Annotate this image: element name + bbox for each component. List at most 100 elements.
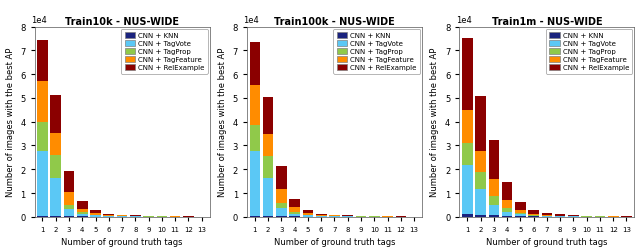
Legend: CNN + KNN, CNN + TagVote, CNN + TagProp, CNN + TagFeature, CNN + RelExample: CNN + KNN, CNN + TagVote, CNN + TagProp,… bbox=[546, 29, 632, 75]
Bar bbox=[488, 215, 499, 217]
Bar bbox=[289, 214, 300, 216]
Bar bbox=[77, 214, 88, 216]
Bar bbox=[51, 216, 61, 217]
Bar bbox=[316, 214, 326, 215]
Bar bbox=[250, 85, 260, 126]
Bar bbox=[90, 211, 101, 213]
Bar bbox=[37, 122, 48, 152]
Bar bbox=[502, 212, 513, 216]
Bar bbox=[37, 216, 48, 217]
Bar bbox=[462, 215, 472, 217]
Bar bbox=[528, 210, 539, 214]
Title: Train100k - NUS-WIDE: Train100k - NUS-WIDE bbox=[274, 17, 395, 27]
Bar bbox=[130, 215, 141, 216]
Bar bbox=[476, 172, 486, 189]
Bar bbox=[263, 216, 273, 217]
Bar bbox=[64, 206, 74, 209]
Bar bbox=[77, 212, 88, 214]
Bar bbox=[515, 216, 525, 217]
Bar bbox=[488, 179, 499, 197]
Bar bbox=[51, 95, 61, 133]
Bar bbox=[515, 215, 525, 216]
Bar bbox=[515, 202, 525, 210]
Legend: CNN + KNN, CNN + TagVote, CNN + TagProp, CNN + TagFeature, CNN + RelExample: CNN + KNN, CNN + TagVote, CNN + TagProp,… bbox=[121, 29, 207, 75]
Bar bbox=[104, 216, 114, 217]
Bar bbox=[462, 110, 472, 144]
Bar bbox=[515, 213, 525, 215]
Bar bbox=[502, 182, 513, 200]
Bar bbox=[502, 208, 513, 212]
Title: Train10k - NUS-WIDE: Train10k - NUS-WIDE bbox=[65, 17, 179, 27]
Bar bbox=[104, 215, 114, 216]
Bar bbox=[37, 152, 48, 216]
Bar bbox=[64, 193, 74, 206]
Bar bbox=[528, 215, 539, 216]
Bar bbox=[488, 141, 499, 179]
Bar bbox=[250, 43, 260, 85]
Bar bbox=[90, 213, 101, 215]
Bar bbox=[77, 202, 88, 209]
Bar bbox=[289, 200, 300, 207]
Bar bbox=[51, 156, 61, 178]
X-axis label: Number of ground truth tags: Number of ground truth tags bbox=[61, 237, 183, 246]
Y-axis label: Number of images with the best AP: Number of images with the best AP bbox=[6, 48, 15, 197]
Bar bbox=[116, 216, 127, 217]
Bar bbox=[51, 133, 61, 156]
Bar bbox=[64, 171, 74, 193]
Bar bbox=[316, 215, 326, 216]
Bar bbox=[263, 134, 273, 157]
Bar bbox=[488, 205, 499, 215]
Bar bbox=[64, 216, 74, 217]
Bar bbox=[515, 210, 525, 213]
Bar bbox=[316, 216, 326, 217]
Bar bbox=[462, 165, 472, 215]
Bar bbox=[276, 216, 287, 217]
Bar bbox=[250, 152, 260, 216]
Bar bbox=[528, 216, 539, 217]
Bar bbox=[476, 189, 486, 215]
Bar bbox=[51, 178, 61, 216]
Bar bbox=[276, 203, 287, 208]
Bar bbox=[462, 39, 472, 110]
Bar bbox=[502, 216, 513, 217]
Y-axis label: Number of images with the best AP: Number of images with the best AP bbox=[218, 48, 227, 197]
Bar bbox=[37, 82, 48, 122]
Bar bbox=[64, 209, 74, 216]
Bar bbox=[303, 215, 313, 217]
Bar bbox=[104, 214, 114, 215]
Bar bbox=[476, 215, 486, 217]
Bar bbox=[250, 216, 260, 217]
Bar bbox=[77, 216, 88, 217]
Bar bbox=[555, 214, 566, 216]
Bar bbox=[502, 200, 513, 208]
Bar bbox=[289, 212, 300, 214]
X-axis label: Number of ground truth tags: Number of ground truth tags bbox=[486, 237, 607, 246]
Bar bbox=[276, 189, 287, 203]
Bar bbox=[528, 214, 539, 215]
Bar bbox=[476, 97, 486, 151]
Bar bbox=[37, 40, 48, 82]
Bar bbox=[77, 209, 88, 212]
Bar bbox=[263, 178, 273, 216]
Bar bbox=[541, 213, 552, 215]
Bar bbox=[276, 208, 287, 216]
Bar bbox=[263, 157, 273, 178]
Bar bbox=[130, 216, 141, 217]
Bar bbox=[541, 215, 552, 216]
Bar bbox=[250, 126, 260, 152]
Bar bbox=[555, 216, 566, 217]
Bar bbox=[90, 215, 101, 217]
Bar bbox=[342, 215, 353, 216]
Bar bbox=[342, 216, 353, 217]
Bar bbox=[329, 215, 340, 216]
Bar bbox=[263, 98, 273, 134]
Bar bbox=[488, 197, 499, 205]
Bar bbox=[568, 215, 579, 216]
Legend: CNN + KNN, CNN + TagVote, CNN + TagProp, CNN + TagFeature, CNN + RelExample: CNN + KNN, CNN + TagVote, CNN + TagProp,… bbox=[333, 29, 420, 75]
Bar bbox=[329, 216, 340, 217]
Bar bbox=[289, 207, 300, 212]
Bar bbox=[116, 215, 127, 216]
Bar bbox=[303, 213, 313, 215]
Bar bbox=[289, 216, 300, 217]
Bar bbox=[303, 210, 313, 213]
